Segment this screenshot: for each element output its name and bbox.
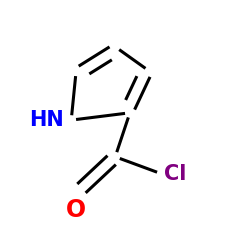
Text: O: O	[66, 198, 86, 222]
Text: Cl: Cl	[164, 164, 186, 184]
Text: HN: HN	[29, 110, 64, 130]
